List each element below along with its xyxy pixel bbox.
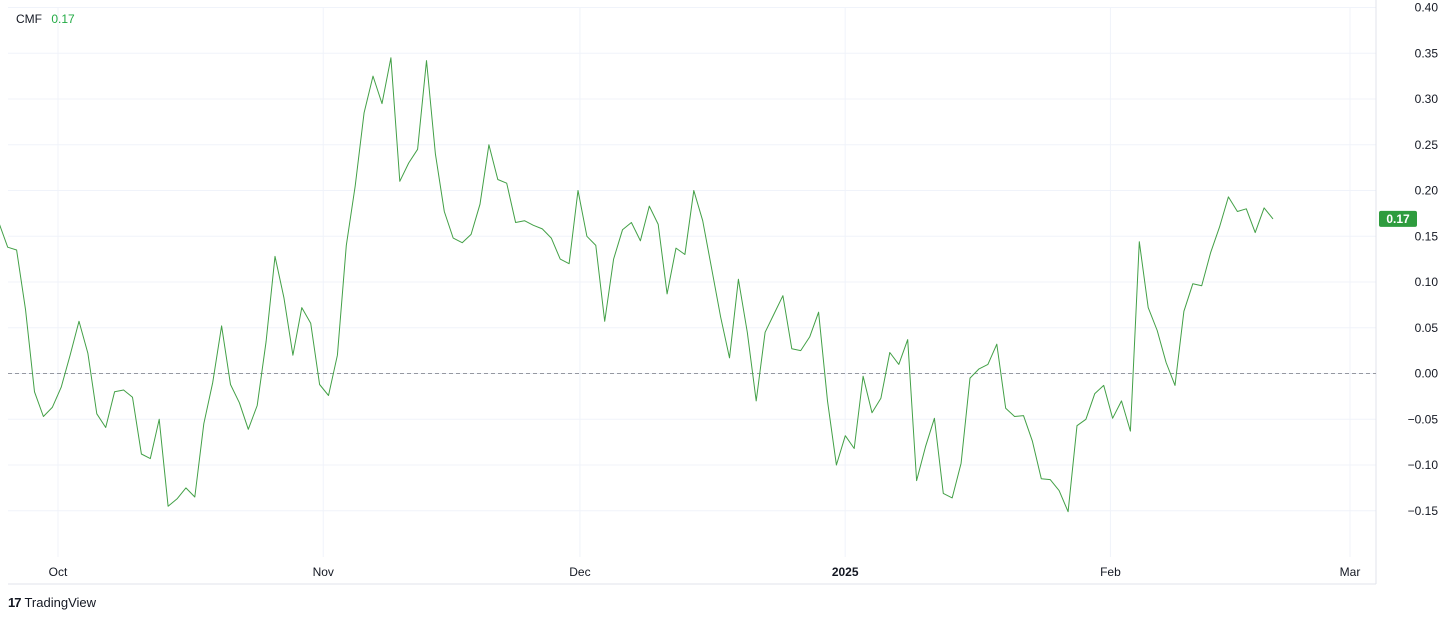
grid	[8, 0, 1377, 585]
x-tick-label: 2025	[832, 565, 859, 579]
x-tick-label: Feb	[1100, 565, 1121, 579]
y-axis: −0.15 −0.10 −0.05 0.00 0.05 0.10 0.15 0.20 0.25 0…	[1408, 1, 1439, 518]
x-tick-label: Mar	[1340, 565, 1361, 579]
y-tick-label: 0.20	[1415, 184, 1439, 198]
last-value-label: 0.17	[1386, 212, 1410, 226]
x-tick-label: Oct	[49, 565, 68, 579]
y-tick-label: 0.15	[1415, 229, 1439, 243]
y-tick-label: −0.10	[1408, 458, 1439, 472]
y-tick-label: −0.05	[1408, 412, 1439, 426]
indicator-value: 0.17	[51, 12, 75, 26]
indicator-legend[interactable]: CMF 0.17	[16, 12, 75, 26]
last-value-badge-group: 0.17	[1379, 210, 1417, 227]
y-tick-label: −0.15	[1408, 504, 1439, 518]
indicator-name: CMF	[16, 12, 42, 26]
tradingview-logo[interactable]: 17 TradingView	[8, 595, 96, 610]
x-axis: Oct Nov Dec 2025 Feb Mar	[49, 565, 1361, 579]
cmf-series-line	[0, 57, 1274, 513]
tradingview-logo-icon: 17	[8, 595, 22, 610]
series-line-group	[0, 57, 1274, 513]
y-tick-label: 0.35	[1415, 46, 1439, 60]
y-tick-label: 0.25	[1415, 138, 1439, 152]
x-tick-label: Dec	[569, 565, 590, 579]
y-tick-label: 0.10	[1415, 275, 1439, 289]
tradingview-logo-text: TradingView	[24, 595, 97, 610]
y-tick-label: 0.05	[1415, 321, 1439, 335]
last-value-badge	[1379, 210, 1417, 227]
x-tick-label: Nov	[313, 565, 334, 579]
y-tick-label: 0.30	[1415, 92, 1439, 106]
y-tick-label: 0.40	[1415, 1, 1439, 15]
y-tick-label: 0.00	[1415, 367, 1439, 381]
